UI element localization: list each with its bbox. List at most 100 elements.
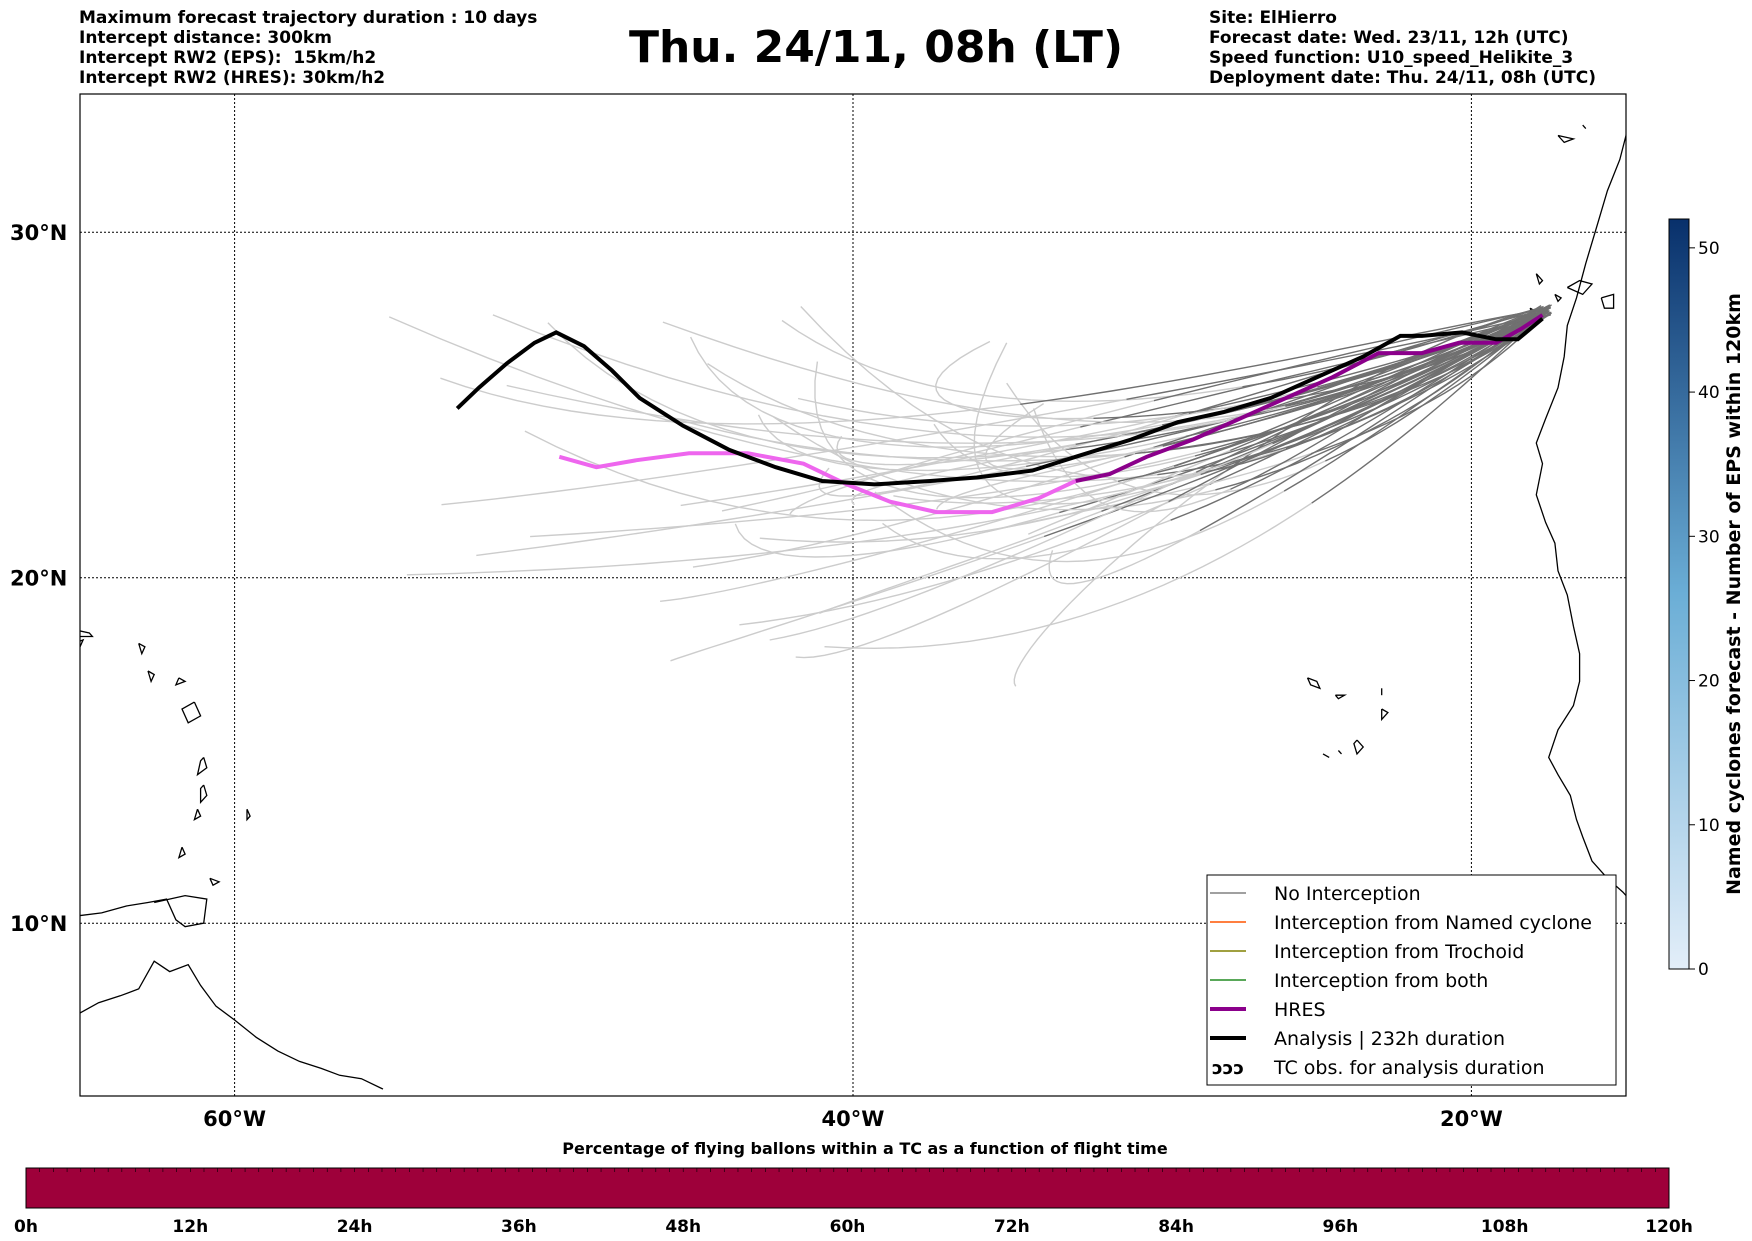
eps-trajectory-early [1168,308,1543,503]
header-left-line-1: Maximum forecast trajectory duration : 1… [79,8,538,28]
coastline [80,638,85,648]
lat-tick-label: 10°N [10,912,67,936]
timebar-tick-label: 96h [1323,1217,1359,1237]
header-right-line-3: Speed function: U10_speed_Helikite_3 [1209,48,1574,68]
eps-trajectory-late [973,342,1201,505]
legend-label: Interception from Named cyclone [1274,912,1592,934]
colorbar-tick-label: 10 [1698,816,1720,836]
coastline [1306,677,1322,690]
eps-trajectory-late [814,361,1119,499]
coastline [196,756,208,777]
eps-trajectory-late [660,482,1122,602]
header-right-line-2: Forecast date: Wed. 23/11, 12h (UTC) [1209,28,1569,48]
timebar-fill [25,1167,1670,1209]
eps-trajectory-late [836,435,1076,466]
eps-trajectory-early [1239,306,1551,419]
eps-trajectory-late [692,456,1125,568]
legend: No Interception Interception from Named c… [1206,874,1617,1086]
analysis-trajectory [455,317,1544,487]
coastline [1381,708,1389,722]
coastline [138,642,146,656]
coastline [1600,293,1615,309]
eps-trajectory-late [476,465,1027,557]
eps-trajectory-late [1032,408,1231,513]
header-left-line-3: Intercept RW2 (EPS): 15km/h2 [79,48,377,68]
lat-tick-label: 20°N [10,567,67,591]
hres-segment-late [558,451,1077,515]
colorbar: 0 10 20 30 40 50 Named cyclones forecast - Nu… [1668,218,1745,980]
coastline [209,877,221,887]
colorbar-label: Named cyclones forecast - Number of EPS … [1723,293,1745,895]
coastline [1535,273,1544,286]
legend-label: No Interception [1274,883,1421,905]
coastline [199,784,208,804]
analysis-line [455,317,1544,487]
eps-trajectory-late [795,500,1169,659]
eps-trajectory-late [406,466,1218,576]
hres-trajectory [558,313,1544,515]
coastline [1557,134,1576,144]
coastline [1554,293,1563,303]
eps-trajectory-late [440,377,1021,425]
timebar-tick-label: 12h [172,1217,208,1237]
eps-trajectory-late [662,321,1286,424]
coastline [1566,279,1594,296]
colorbar-tick-label: 50 [1698,239,1720,259]
eps-trajectory-late [759,443,1273,543]
eps-trajectory-late [524,430,1175,522]
legend-label: TC obs. for analysis duration [1273,1057,1545,1079]
colorbar-tick-label: 30 [1698,527,1720,547]
coastline [177,846,186,859]
eps-trajectory-late [781,319,1243,403]
map-frame [79,93,1627,1097]
coastline [193,808,202,821]
eps-trajectory-early [1285,312,1552,407]
coastline [1645,277,1660,298]
legend-label: Interception from Trochoid [1274,941,1524,963]
coastline [1334,694,1348,700]
coastline [1337,750,1342,755]
coastline [80,894,208,928]
timebar-tick-label: 0h [14,1217,38,1237]
timebar-tick-label: 60h [830,1217,866,1237]
eps-trajectory-early [1080,314,1551,428]
eps-trajectory-late [818,412,1189,497]
lon-tick-label: 40°W [822,1107,885,1131]
timebar-tick-label: 108h [1481,1217,1529,1237]
eps-trajectory-late [1028,449,1231,535]
eps-trajectory-early [1134,310,1549,455]
tc-symbol-icon: ↄↄↄ [1212,1058,1244,1079]
colorbar-tick-label: 40 [1698,383,1720,403]
eps-trajectory-late [824,502,1313,650]
eps-trajectory-late [1013,469,1228,687]
eps-trajectory-late [441,398,1127,506]
eps-trajectory-early [1283,313,1552,492]
eps-trajectory-early [1126,311,1552,400]
coastline [80,630,94,638]
legend-label: Analysis | 232h duration [1274,1028,1505,1050]
eps-trajectory-early [1043,306,1550,538]
hres-segment-early [1075,313,1544,483]
header-right-line-1: Site: ElHierro [1209,8,1337,28]
flight-time-bar: Percentage of flying ballons within a TC… [14,1139,1693,1237]
coastline [174,677,187,686]
timebar-tick-label: 120h [1645,1217,1693,1237]
timebar-tick-label: 72h [994,1217,1030,1237]
timebar-tick-label: 84h [1158,1217,1194,1237]
timebar-tick-label: 36h [501,1217,537,1237]
header-left-line-2: Intercept distance: 300km [79,28,332,48]
eps-trajectory-late [773,416,1216,511]
lon-tick-label: 20°W [1440,1107,1503,1131]
eps-trajectory-early [1195,313,1543,473]
header-left-line-4: Intercept RW2 (HRES): 30km/h2 [79,68,386,88]
lat-tick-label: 30°N [10,221,67,245]
axis-tick-labels: 60°W 40°W 20°W 30°N 20°N 10°N [10,221,1503,1131]
coastline [147,670,156,684]
timebar-label: Percentage of flying ballons within a TC… [562,1139,1168,1158]
eps-trajectory-early [1311,305,1551,504]
timebar-tick-label: 48h [665,1217,701,1237]
eps-trajectory-late [935,340,1094,420]
legend-label: Interception from both [1274,970,1488,992]
colorbar-tick-label: 20 [1698,672,1720,692]
